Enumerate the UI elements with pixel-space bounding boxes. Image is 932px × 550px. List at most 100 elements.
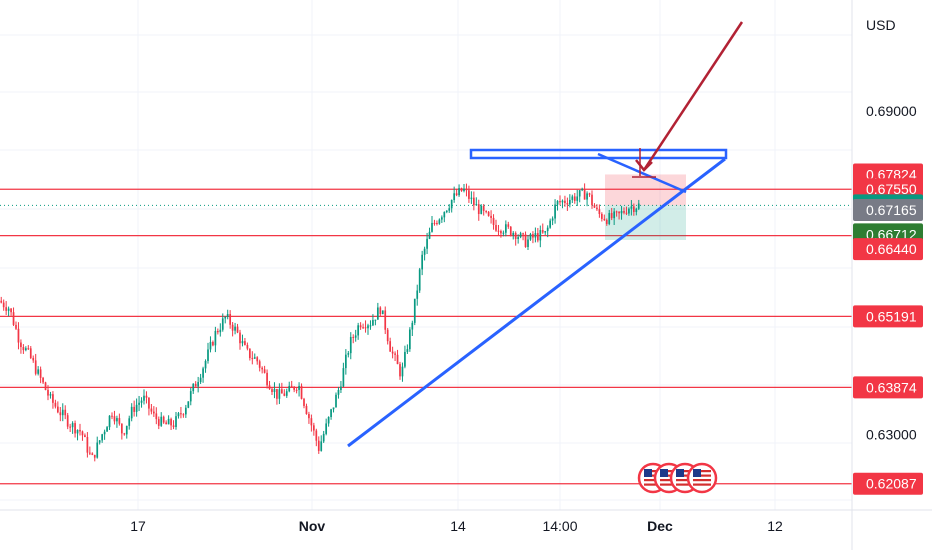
candle-body <box>354 335 357 338</box>
candle-body <box>150 408 153 412</box>
candle-body <box>406 349 409 352</box>
flag-canton <box>693 469 701 477</box>
candle-body <box>93 454 96 458</box>
candle-body <box>497 230 500 232</box>
candle-body <box>372 320 374 326</box>
candle-body <box>325 423 328 434</box>
candle-body <box>140 400 143 403</box>
price-tag-label: 0.66440 <box>866 241 917 257</box>
candle-body <box>342 368 345 387</box>
candle-body <box>54 402 57 407</box>
candle-body <box>502 232 505 234</box>
candle-body <box>143 395 145 401</box>
candle-body <box>625 212 628 214</box>
candle-body <box>246 344 249 349</box>
candle-body <box>376 307 379 320</box>
candle-body <box>167 418 170 425</box>
candle-body <box>524 234 527 247</box>
time-axis[interactable]: 17 Nov 14 14:00 Dec 12 <box>0 509 932 534</box>
candle-body <box>2 302 5 308</box>
candle-body <box>192 383 195 392</box>
candle-body <box>283 393 286 396</box>
candle-body <box>113 416 116 422</box>
candle-body <box>369 325 372 327</box>
flag-stripe <box>676 483 694 486</box>
candle-body <box>59 412 62 416</box>
candle-body <box>593 205 596 208</box>
candle-body <box>349 336 352 354</box>
candle-body <box>391 351 394 354</box>
time-tick-label: 14 <box>450 518 466 534</box>
economic-events[interactable] <box>637 462 718 494</box>
position-tool[interactable] <box>605 174 686 240</box>
trendlines[interactable] <box>347 148 728 448</box>
flag-stripe <box>644 470 662 473</box>
candlesticks <box>0 183 640 462</box>
candle-body <box>507 224 510 227</box>
candle-body <box>327 417 330 424</box>
candle-body <box>212 341 214 346</box>
candle-body <box>298 385 300 390</box>
candle-body <box>554 204 556 219</box>
candle-body <box>559 201 561 203</box>
candle-body <box>157 419 160 426</box>
candle-body <box>280 389 283 394</box>
candle-body <box>605 219 608 224</box>
time-tick-label: Nov <box>299 518 326 534</box>
candle-body <box>386 329 389 342</box>
candle-body <box>445 210 448 213</box>
candle-body <box>98 440 101 443</box>
candle-body <box>576 196 579 201</box>
candle-body <box>61 409 64 416</box>
candle-body <box>628 208 630 214</box>
candle-body <box>416 290 419 299</box>
candle-body <box>583 188 586 200</box>
flag-stripe <box>644 479 662 482</box>
candle-body <box>389 341 392 352</box>
candle-body <box>74 423 76 434</box>
candle-body <box>108 415 111 428</box>
price-axis[interactable]: USD 0.690000.630000.678240.675500.672500… <box>851 0 923 550</box>
candle-body <box>234 326 236 331</box>
candle-body <box>295 389 298 391</box>
candle-body <box>69 426 72 428</box>
candle-body <box>305 405 308 415</box>
candle-body <box>268 385 271 390</box>
candle-body <box>458 188 460 196</box>
flag-stripe <box>676 479 694 482</box>
candle-body <box>224 316 227 319</box>
candle-body <box>637 203 640 209</box>
candle-body <box>256 357 259 362</box>
candle-body <box>81 431 84 436</box>
candle-body <box>517 237 520 239</box>
candle-body <box>39 369 42 378</box>
candle-body <box>399 364 401 377</box>
projection-arrowhead <box>635 159 653 172</box>
candle-body <box>413 298 416 323</box>
resistance-zone <box>469 148 728 160</box>
candle-body <box>443 212 446 218</box>
candle-body <box>194 383 197 387</box>
candle-body <box>337 390 340 395</box>
candle-body <box>177 413 180 417</box>
price-tag <box>853 472 923 495</box>
candle-body <box>248 348 251 359</box>
candle-body <box>276 388 278 399</box>
candle-body <box>312 425 315 431</box>
candle-body <box>551 218 554 221</box>
candle-body <box>596 207 598 210</box>
candle-body <box>623 211 625 213</box>
candle-body <box>79 429 81 432</box>
candle-body <box>485 210 488 212</box>
candle-body <box>120 423 123 434</box>
price-tag-label: 0.63874 <box>866 379 917 395</box>
flag-stripe <box>693 483 711 486</box>
candle-body <box>364 327 367 329</box>
candle-body <box>202 368 204 378</box>
candle-body <box>199 377 202 383</box>
candle-body <box>534 233 537 238</box>
candle-body <box>320 441 323 451</box>
candle-body <box>47 389 49 396</box>
